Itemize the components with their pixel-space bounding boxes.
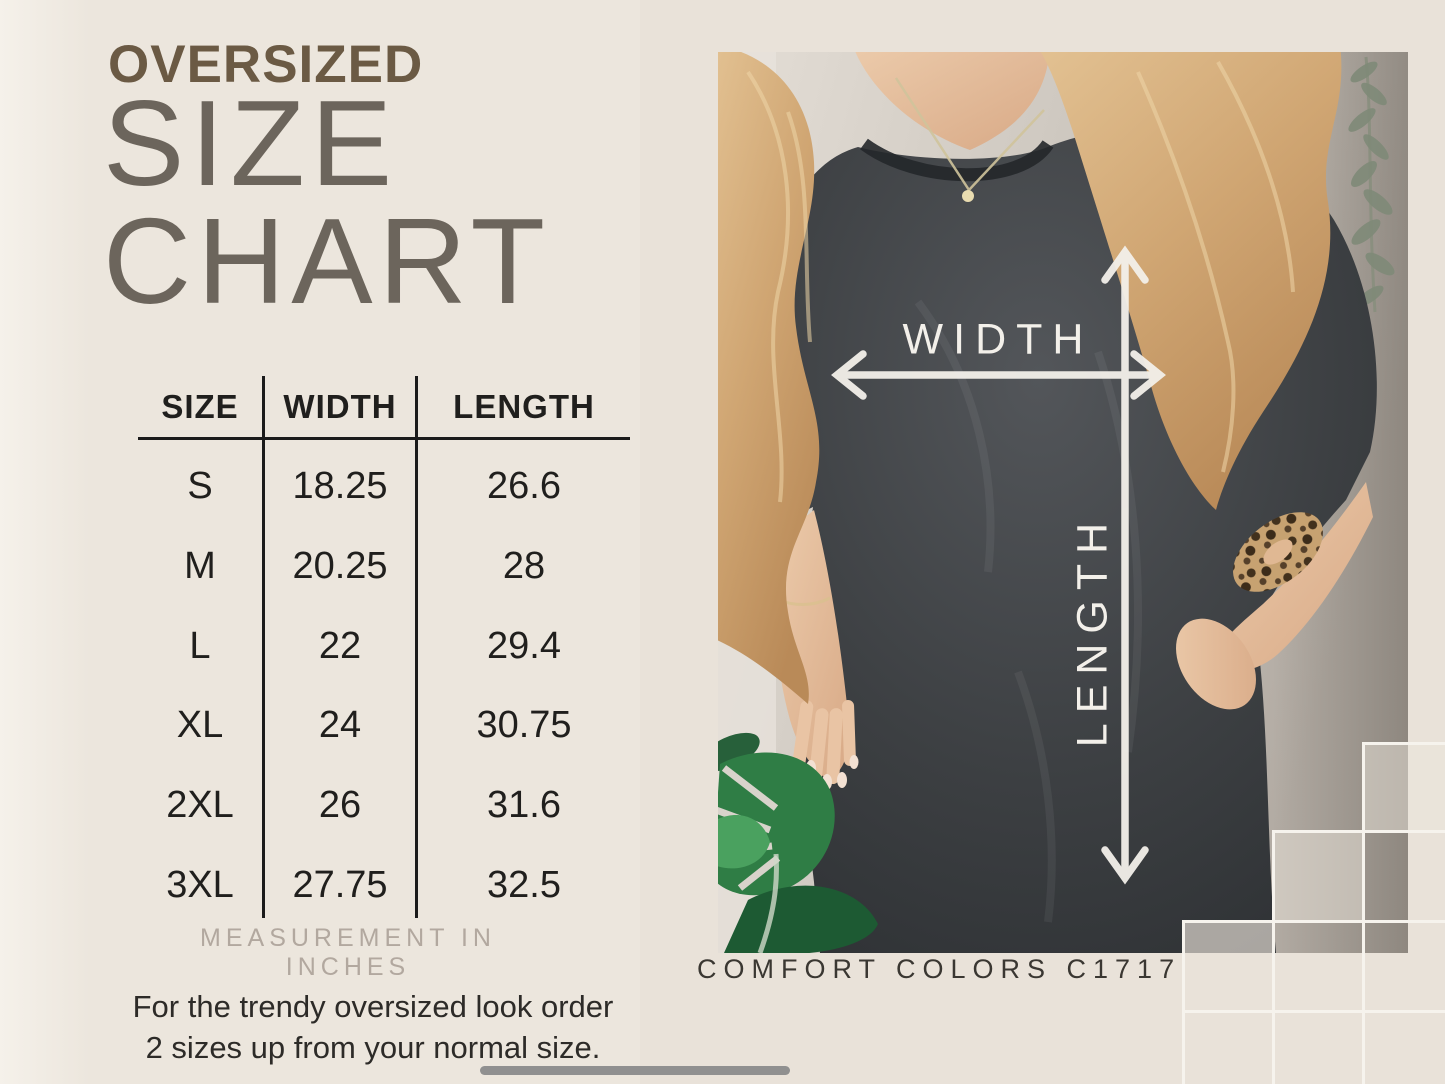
table-cell-length: 31.6 [487, 783, 561, 826]
length-arrow [1101, 245, 1149, 885]
model-illustration [718, 52, 1408, 953]
left-edge-highlight [0, 0, 90, 1084]
width-arrow [831, 350, 1166, 400]
tshirt-collar [860, 138, 1054, 182]
table-cell-length: 30.75 [476, 704, 572, 747]
table-header-length: LENGTH [418, 376, 630, 440]
garment-caption: COMFORT COLORS C1717 [697, 954, 1182, 984]
sizing-advice-note: For the trendy oversized look order 2 si… [88, 986, 658, 1068]
hair-highlights [746, 61, 1295, 503]
table-cell-length: 29.4 [487, 624, 561, 667]
necklace [894, 77, 1045, 202]
table-cell-length: 32.5 [487, 863, 561, 906]
table-cell-size: L [138, 599, 265, 679]
right-hand [1176, 618, 1256, 710]
monstera-plant [718, 732, 878, 953]
table-cell-size: S [138, 440, 265, 520]
table-header-size: SIZE [138, 376, 265, 440]
table-cell-size: 3XL [138, 838, 265, 918]
page-title-thin: SIZE CHART [103, 75, 552, 329]
neck [855, 52, 1050, 150]
table-cell-width: 18.25 [265, 440, 418, 520]
hair [718, 52, 1342, 704]
table-cell-length: 28 [502, 544, 546, 587]
page-title-line-size: SIZE [103, 75, 399, 211]
size-chart-table: SIZE WIDTH LENGTH S 18.25 26.6 M 20.25 2… [138, 376, 630, 918]
measurement-units-note: MEASUREMENT IN INCHES [200, 924, 496, 981]
table-cell-width: 26 [265, 758, 418, 839]
table-cell-size: M [138, 519, 265, 600]
page-title-bold: OVERSIZED [108, 35, 424, 94]
leopard-scrunchie [1233, 512, 1323, 592]
table-cell-width: 22 [265, 599, 418, 679]
sizing-advice-line2: 2 sizes up from your normal size. [145, 1030, 601, 1065]
eucalyptus-plant [1348, 56, 1395, 313]
table-cell-width: 27.75 [265, 838, 418, 918]
table-header-width: WIDTH [265, 376, 418, 440]
table-cell-width: 20.25 [265, 519, 418, 600]
length-arrow-label: LENGTH [1068, 512, 1117, 748]
scrollbar-handle[interactable] [480, 1066, 790, 1075]
width-arrow-label: WIDTH [902, 315, 1094, 364]
left-arm [774, 510, 859, 790]
page-title-line-chart: CHART [103, 193, 552, 329]
sizing-advice-line1: For the trendy oversized look order [132, 989, 614, 1024]
tshirt-folds [914, 299, 1142, 923]
table-cell-length: 26.6 [487, 465, 561, 508]
table-cell-width: 24 [265, 678, 418, 759]
table-cell-size: XL [138, 678, 265, 759]
table-cell-size: 2XL [138, 758, 265, 839]
model-photo: WIDTH LENGTH [718, 52, 1408, 953]
